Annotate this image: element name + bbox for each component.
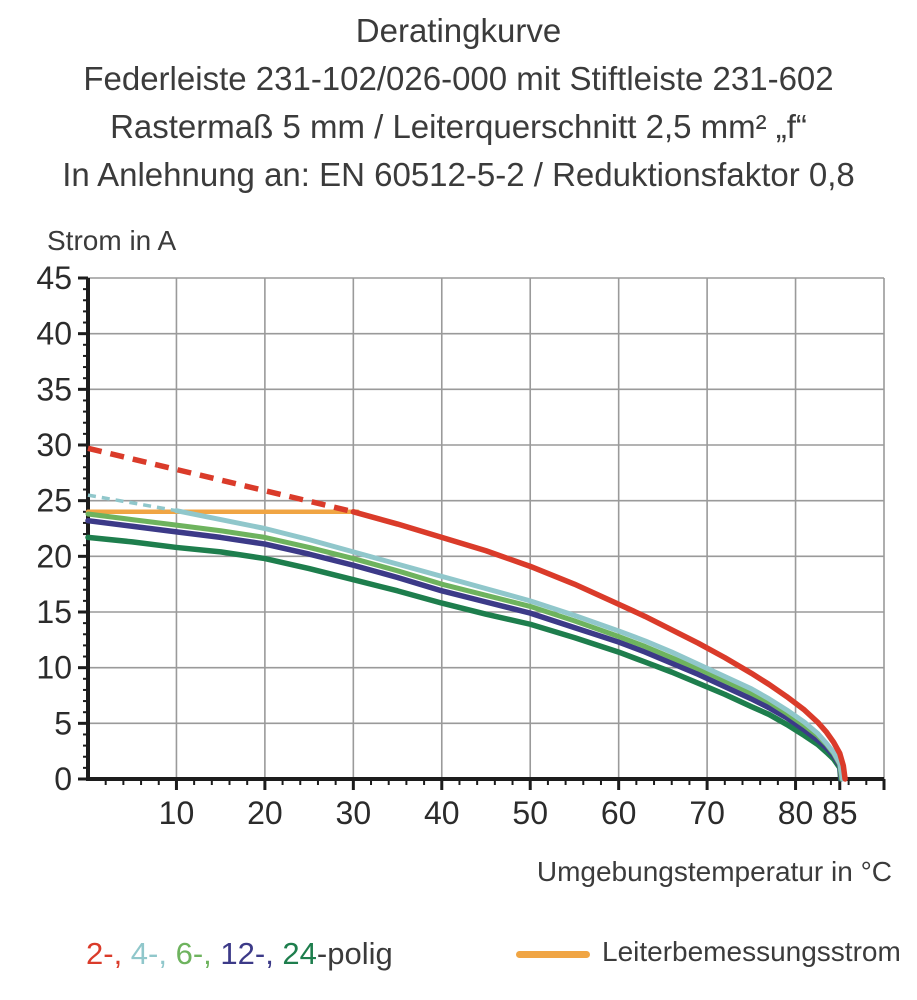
x-tick-label: 20 [247,795,283,831]
x-axis-title: Umgebungstemperatur in °C [536,856,892,887]
legend-item-4: 4-, [130,936,176,971]
curve-2-polig [350,509,848,782]
chart-subtitle-norm: In Anlehnung an: EN 60512-5-2 / Reduktio… [62,156,855,193]
y-tick-label: 10 [36,650,72,686]
legend-item-2: 2-, [86,936,131,971]
y-tick-label: 5 [54,705,72,741]
legend-item-24: 24 [282,936,317,971]
legend-item-12: 12-, [220,936,283,971]
y-tick-label: 15 [36,594,72,630]
y-tick-label: 0 [54,761,72,797]
y-axis-title: Strom in A [47,225,177,256]
rated-current-label: Leiterbemessungsstrom [602,936,901,967]
y-tick-label: 40 [36,316,72,352]
legend-item-polig: -polig [316,936,393,971]
legend-rated-current: Leiterbemessungsstrom [516,936,901,968]
curve-24-polig [85,534,844,782]
y-tick-label: 30 [36,427,72,463]
curve-12-polig [85,517,844,782]
rated-current-line-swatch [516,950,590,958]
curve-4-polig-dashed [87,493,177,513]
x-tick-label: 10 [159,795,195,831]
curve-4-polig [173,508,845,782]
x-tick-label: 40 [424,795,460,831]
chart-title: Deratingkurve [355,12,562,49]
x-tick-label: 60 [601,795,637,831]
x-tick-label: 85 [822,795,858,831]
chart-subtitle-spec: Rastermaß 5 mm / Leiterquerschnitt 2,5 m… [110,108,807,145]
y-tick-label: 35 [36,371,72,407]
y-tick-label: 45 [36,260,72,296]
curve-2-polig-dashed [87,445,354,515]
x-tick-label: 30 [336,795,372,831]
legend-item-6: 6-, [175,936,221,971]
curve-6-polig [85,511,845,782]
y-tick-label: 20 [36,538,72,574]
chart-subtitle-parts: Federleiste 231-102/026-000 mit Stiftlei… [83,60,834,97]
x-tick-label: 70 [689,795,725,831]
legend-pole-counts: 2-, 4-, 6-, 12-, 24-polig [86,936,393,972]
x-tick-label: 80 [778,795,814,831]
y-tick-label: 25 [36,483,72,519]
x-tick-label: 50 [512,795,548,831]
